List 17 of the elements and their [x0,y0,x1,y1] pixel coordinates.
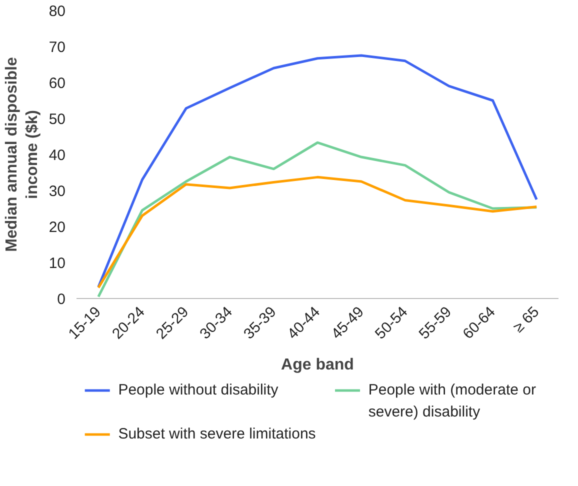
x-axis-title: Age band [281,356,354,374]
legend-label: People with (moderate or severe) disability [368,382,536,421]
y-tick-label: 0 [57,291,66,308]
y-tick-label: 80 [48,3,66,20]
x-tick-label: ≥ 65 [510,303,543,336]
y-tick-label: 10 [48,255,66,272]
y-tick-label: 50 [48,111,66,128]
y-tick-label: 70 [48,39,66,56]
line-series [97,176,538,289]
y-tick-label: 20 [48,219,66,236]
legend-label: Subset with severe limitations [118,426,316,442]
y-tick-label: 40 [48,147,66,164]
line-series [97,54,538,288]
legend-label: People without disability [118,382,279,398]
y-tick-label: 60 [48,75,66,92]
y-axis-title: Median annual disposible income ($k) [3,57,41,252]
y-tick-label: 30 [48,183,66,200]
